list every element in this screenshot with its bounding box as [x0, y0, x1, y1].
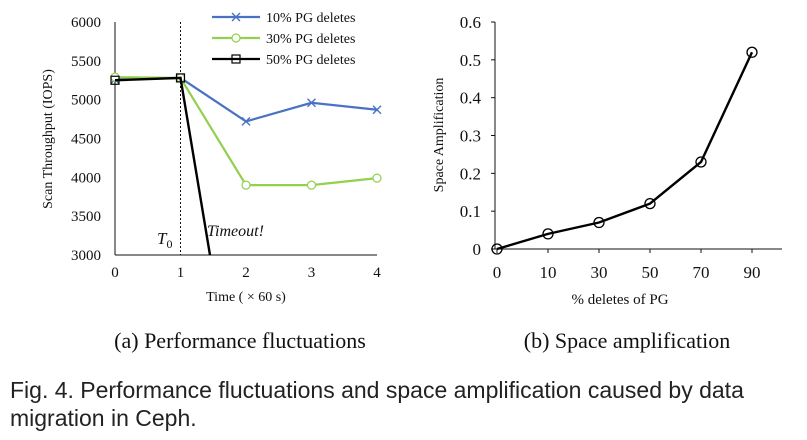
chart-b-point	[491, 243, 503, 255]
chart-a-legend-label: 30% PG deletes	[266, 32, 355, 47]
chart-b-y-tick-label: 0.5	[460, 51, 481, 70]
chart-b-series-line	[496, 51, 754, 251]
chart-a-point-s1	[372, 105, 382, 115]
chart-a-y-tick-label: 5000	[71, 93, 101, 109]
chart-a-y-axis-label: Scan Throughput (IOPS)	[41, 69, 56, 209]
chart-b-y-tick-label: 0	[473, 240, 482, 259]
chart-b-y-tick-label: 0.3	[460, 127, 481, 146]
chart-b-x-tick-label: 50	[642, 263, 659, 282]
chart-a-y-tick-label: 4500	[71, 132, 101, 148]
chart-b-x-axis-label: % deletes of PG	[571, 292, 668, 308]
chart-a-series-line-2	[114, 76, 378, 187]
chart-a-series-line-1	[114, 76, 378, 123]
chart-b-point	[644, 197, 656, 210]
chart-a-timeout-label: Timeout!	[207, 223, 264, 240]
chart-a-point-s3	[110, 75, 120, 85]
chart-a-legend-marker	[231, 33, 241, 43]
chart-b-y-axis-label: Space Amplification	[432, 78, 447, 193]
chart-a-legend: 10% PG deletes 30% PG deletes 50% PG delet…	[212, 11, 355, 68]
chart-b-y-tick-label: 0.4	[460, 89, 482, 108]
chart-a-x-tick-label: 3	[308, 265, 316, 281]
chart-b-point	[695, 156, 707, 168]
chart-b-y-tick-label: 0.1	[460, 202, 481, 221]
chart-a-subcaption: (a) Performance fluctuations	[114, 328, 366, 353]
chart-a-point-s2	[372, 173, 382, 183]
chart-a-performance: 3000 3500 4000 4500 5000 5500 6000 0 1 2 3 4 T0 Ti…	[41, 11, 382, 353]
chart-a-t0-label: T0	[157, 229, 172, 251]
chart-a-x-axis-label: Time ( × 60 s)	[206, 290, 286, 305]
chart-b-point	[746, 46, 758, 58]
chart-a-point-s3	[175, 73, 186, 83]
chart-a-point-s1	[307, 98, 316, 108]
chart-b-x-tick-label: 30	[591, 263, 608, 282]
chart-b-x-tick-label: 0	[493, 263, 502, 282]
chart-a-y-tick-label: 6000	[71, 15, 101, 31]
chart-b-x-tick-label: 10	[540, 263, 557, 282]
chart-b-x-tick-label: 90	[744, 263, 761, 282]
chart-a-x-tick-label: 0	[111, 265, 119, 281]
chart-a-x-tick-label: 2	[242, 265, 250, 281]
figure-caption: Fig. 4. Performance fluctuations and spa…	[10, 377, 744, 431]
chart-a-point-s1	[241, 116, 251, 126]
chart-a-y-tick-label: 5500	[71, 54, 101, 70]
chart-b-y-tick-label: 0.2	[460, 164, 481, 183]
chart-a-point-s2	[306, 180, 317, 190]
chart-a-y-tick-label: 3000	[71, 248, 101, 264]
chart-b-x-tick-label: 70	[693, 263, 710, 282]
chart-a-legend-label: 10% PG deletes	[266, 11, 355, 26]
chart-b-point	[593, 216, 605, 229]
chart-b-space-amplification: 0 0.1 0.2 0.3 0.4 0.5 0.6 0 10 30 50 70 90 Space Am…	[432, 13, 782, 353]
chart-a-y-tick-label: 3500	[71, 209, 101, 225]
chart-a-x-tick-label: 4	[373, 265, 381, 281]
chart-b-point	[542, 228, 554, 240]
chart-a-point-s2	[241, 180, 251, 190]
chart-b-y-tick-label: 0.6	[460, 13, 481, 32]
chart-a-series-line-3	[114, 76, 212, 256]
chart-a-legend-marker	[231, 54, 241, 64]
chart-a-y-tick-label: 4000	[71, 170, 101, 186]
chart-a-legend-marker	[231, 12, 241, 22]
chart-b-subcaption: (b) Space amplification	[524, 328, 730, 353]
chart-a-x-tick-label: 1	[177, 265, 185, 281]
chart-a-legend-label: 50% PG deletes	[266, 53, 355, 68]
